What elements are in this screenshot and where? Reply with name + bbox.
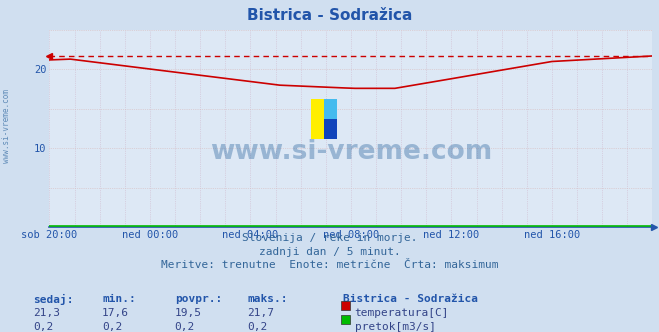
Text: Bistrica - Sodražica: Bistrica - Sodražica [247, 8, 412, 23]
Text: min.:: min.: [102, 294, 136, 304]
Text: 0,2: 0,2 [102, 322, 123, 332]
Text: www.si-vreme.com: www.si-vreme.com [2, 89, 11, 163]
Bar [324, 99, 337, 119]
Text: temperatura[C]: temperatura[C] [355, 308, 449, 318]
Text: pretok[m3/s]: pretok[m3/s] [355, 322, 436, 332]
Text: www.si-vreme.com: www.si-vreme.com [210, 139, 492, 165]
Text: 21,3: 21,3 [33, 308, 60, 318]
Bar [310, 99, 324, 138]
Text: Meritve: trenutne  Enote: metrične  Črta: maksimum: Meritve: trenutne Enote: metrične Črta: … [161, 260, 498, 270]
Text: maks.:: maks.: [247, 294, 287, 304]
Text: zadnji dan / 5 minut.: zadnji dan / 5 minut. [258, 247, 401, 257]
Text: sedaj:: sedaj: [33, 294, 73, 305]
Text: 0,2: 0,2 [247, 322, 268, 332]
Text: 21,7: 21,7 [247, 308, 274, 318]
Text: Bistrica - Sodražica: Bistrica - Sodražica [343, 294, 478, 304]
Text: 19,5: 19,5 [175, 308, 202, 318]
Text: 0,2: 0,2 [175, 322, 195, 332]
Text: 0,2: 0,2 [33, 322, 53, 332]
Text: povpr.:: povpr.: [175, 294, 222, 304]
Text: 17,6: 17,6 [102, 308, 129, 318]
Bar [324, 119, 337, 138]
Text: Slovenija / reke in morje.: Slovenija / reke in morje. [242, 233, 417, 243]
